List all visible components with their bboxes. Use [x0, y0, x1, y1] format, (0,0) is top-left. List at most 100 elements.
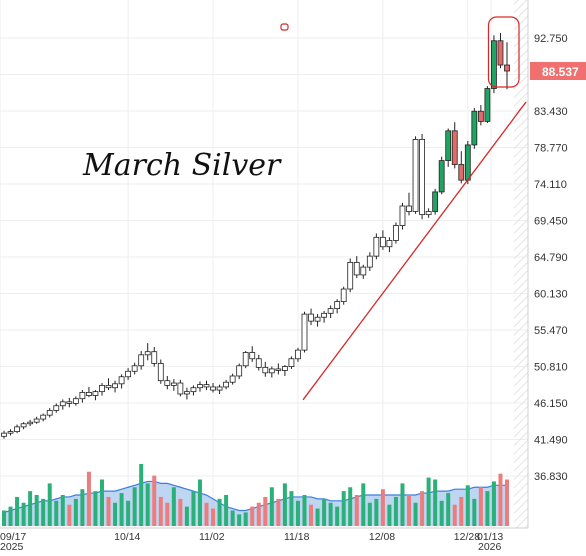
candle-body [223, 381, 230, 388]
price-tick-label: 55.470 [534, 325, 568, 337]
volume-bar [178, 498, 183, 526]
price-tick-label: 50.810 [534, 362, 568, 374]
candle-body [399, 205, 406, 226]
volume-bar [86, 471, 91, 526]
candle-body [7, 431, 14, 434]
volume-bar [393, 496, 398, 526]
candle-body [432, 191, 439, 212]
volume-bar [269, 487, 274, 526]
candle-body [321, 312, 327, 318]
volume-bar [106, 496, 111, 526]
volume-bar [413, 502, 418, 526]
volume-bar [328, 502, 333, 526]
volume-bar [15, 496, 20, 526]
volume-bar [152, 475, 157, 526]
candle-body [190, 387, 197, 393]
volume-bar [256, 502, 261, 526]
price-tick-label: 69.450 [534, 216, 568, 228]
candle-body [249, 352, 256, 360]
volume-bar [491, 481, 496, 526]
volume-bar [400, 483, 405, 526]
volume-bar [139, 464, 144, 526]
volume-bar [348, 487, 353, 526]
volume-bar [132, 487, 137, 526]
volume-bar [41, 498, 46, 526]
chart-title: March Silver [82, 148, 282, 183]
volume-bar [367, 502, 372, 526]
volume-bar [28, 491, 33, 526]
volume-bar [361, 483, 366, 526]
candle-body [438, 160, 445, 193]
candle-body [66, 401, 73, 404]
candle-body [308, 313, 314, 322]
price-tick-label: 92.750 [534, 33, 568, 45]
volume-bar [60, 495, 65, 526]
candle-body [340, 288, 347, 302]
volume-bar [126, 500, 131, 526]
volume-bar [211, 508, 216, 526]
candle-body [242, 352, 249, 367]
volume-bar [472, 498, 477, 526]
annotation-box [487, 16, 520, 88]
candles [1, 32, 510, 439]
candle-body [197, 384, 203, 389]
candle-body [33, 418, 40, 423]
volume-bar [217, 498, 222, 526]
volume-bar [145, 483, 150, 526]
date-tick-label: 12/08 [369, 531, 395, 543]
current-price-badge [530, 61, 586, 80]
volume-bar [8, 506, 13, 526]
candle-body [471, 110, 478, 146]
volume-bar [250, 506, 255, 526]
volume-bar [354, 495, 359, 526]
candle-body [216, 386, 223, 391]
candle-body [268, 368, 275, 374]
candle-body [131, 365, 138, 372]
candle-body [281, 366, 288, 371]
candle-body [86, 392, 92, 396]
volume-bar [478, 487, 483, 526]
volume-bar [439, 500, 444, 526]
candle-body [464, 144, 471, 181]
volume-bar [433, 479, 438, 526]
candle-body [314, 316, 321, 322]
volume-bar [374, 498, 379, 526]
candle-body [79, 392, 86, 400]
volume-bar [93, 491, 98, 526]
volume-bar [263, 496, 268, 526]
price-tick-label: 83.430 [534, 106, 568, 118]
price-tick-label: 46.150 [534, 398, 568, 410]
candle-body [144, 351, 151, 356]
volume-bar [2, 510, 6, 526]
volume-bar [426, 477, 431, 526]
volume-bar [452, 504, 457, 526]
volume-pane [2, 464, 509, 526]
price-tick-label: 36.830 [534, 471, 568, 483]
candle-body [491, 40, 497, 89]
candle-body [366, 255, 373, 268]
volume-bar [387, 504, 392, 526]
candle-body [353, 262, 360, 276]
candle-body [477, 110, 484, 122]
candle-body [275, 368, 282, 371]
price-tick-label: 78.770 [534, 143, 568, 155]
grid-lines [0, 0, 528, 528]
candle-body [451, 130, 458, 165]
volume-bar [119, 493, 124, 526]
candle-body [425, 211, 432, 216]
candle-body [105, 384, 112, 389]
candle-body [40, 414, 47, 420]
date-tick-label: 12/28 [454, 531, 480, 543]
volume-bar [420, 491, 425, 526]
current-price-label: 88.537 [542, 65, 579, 79]
candle-body [373, 236, 380, 257]
year-label: 2025 [0, 541, 24, 551]
date-tick-label: 11/18 [284, 531, 310, 543]
candle-body [59, 401, 66, 407]
volume-bar [485, 491, 490, 526]
volume-bar [237, 514, 242, 526]
candle-body [393, 225, 399, 241]
volume-bar [165, 502, 170, 526]
year-label: 2026 [478, 541, 502, 551]
